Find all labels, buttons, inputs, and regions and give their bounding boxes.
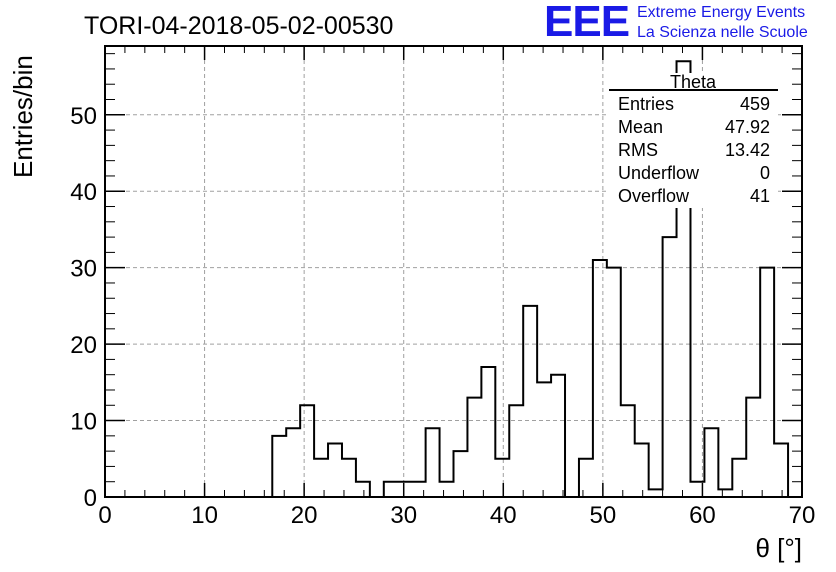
y-tick-label: 20: [70, 332, 97, 359]
stats-box: Theta Entries 459 Mean 47.92 RMS 13.42 U…: [609, 72, 778, 208]
y-tick-label: 50: [70, 103, 97, 130]
x-tick-label: 10: [191, 502, 218, 529]
grid-lines: [105, 46, 802, 497]
x-tick-label: 70: [789, 502, 816, 529]
x-axis-label: θ [°]: [755, 533, 802, 563]
x-tick-label: 40: [490, 502, 517, 529]
eee-logo: EEE: [544, 0, 630, 46]
y-tick-label: 40: [70, 179, 97, 206]
axis-ticks: [104, 46, 803, 498]
stats-label-overflow: Overflow: [618, 186, 690, 206]
stats-value-mean: 47.92: [725, 117, 770, 137]
stats-label-underflow: Underflow: [618, 163, 700, 183]
logo-line-2: La Scienza nelle Scuole: [637, 24, 808, 41]
x-tick-label: 30: [390, 502, 417, 529]
y-tick-label: 10: [70, 409, 97, 436]
histogram-outline: [105, 60, 802, 498]
x-tick-label: 50: [590, 502, 617, 529]
stats-value-rms: 13.42: [725, 140, 770, 160]
y-tick-label: 0: [84, 485, 97, 512]
stats-box-bg: [609, 73, 778, 208]
y-axis-label: Entries/bin: [8, 55, 38, 178]
stats-label-rms: RMS: [618, 140, 658, 160]
y-tick-label: 30: [70, 256, 97, 283]
stats-value-entries: 459: [740, 94, 770, 114]
x-tick-label: 60: [689, 502, 716, 529]
x-tick-label: 20: [291, 502, 318, 529]
x-tick-label: 0: [98, 502, 111, 529]
logo-line-1: Extreme Energy Events: [637, 4, 806, 21]
stats-label-entries: Entries: [618, 94, 674, 114]
tick-labels: 0 10 20 30 40 50 60 70 0 10 20 30 40 50: [70, 103, 815, 529]
stats-value-underflow: 0: [760, 163, 770, 183]
stats-label-mean: Mean: [618, 117, 663, 137]
stats-title: Theta: [670, 72, 717, 92]
stats-value-overflow: 41: [750, 186, 770, 206]
plot-frame: [104, 45, 803, 498]
chart-title: TORI-04-2018-05-02-00530: [84, 12, 393, 40]
